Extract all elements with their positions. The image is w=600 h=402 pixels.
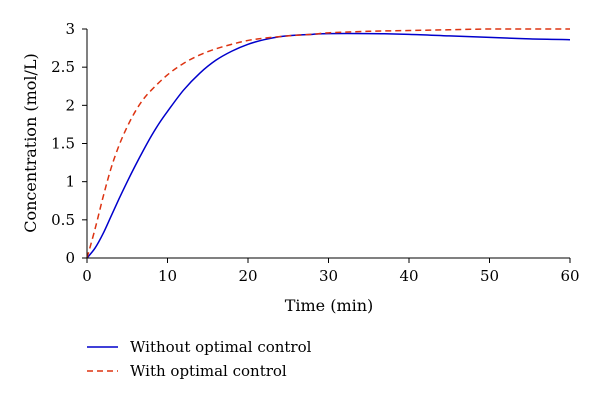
- x-tick-label: 60: [560, 267, 579, 285]
- y-tick-label: 3: [65, 20, 75, 38]
- axes: [86, 29, 570, 259]
- x-axis-title: Time (min): [285, 296, 374, 315]
- y-axis-title: Concentration (mol/L): [21, 53, 40, 233]
- series-line-with-optimal-control: [86, 28, 570, 259]
- x-tick-label: 0: [82, 267, 92, 285]
- y-tick-label: 2.5: [51, 58, 75, 76]
- y-tick-label: 0: [65, 249, 75, 267]
- x-tick-label: 20: [238, 267, 257, 285]
- y-tick-label: 2: [65, 96, 75, 114]
- x-tick-label: 50: [480, 267, 499, 285]
- x-tick-label: 40: [399, 267, 418, 285]
- legend-label-without-optimal-control: Without optimal control: [130, 338, 312, 356]
- x-tick-label: 10: [158, 267, 177, 285]
- x-tick-label: 30: [319, 267, 338, 285]
- y-tick-label: 0.5: [51, 211, 75, 229]
- legend-label-with-optimal-control: With optimal control: [130, 362, 287, 380]
- y-tick-label: 1.5: [51, 135, 75, 153]
- plot-lines: [86, 28, 571, 259]
- legend: Without optimal control With optimal cont…: [87, 338, 312, 380]
- ticks: 0 10 20 30 40 50 60 0 0.5 1 1.5 2 2.5 3: [51, 20, 579, 285]
- y-tick-label: 1: [65, 173, 75, 191]
- series-line-without-optimal-control: [86, 32, 571, 259]
